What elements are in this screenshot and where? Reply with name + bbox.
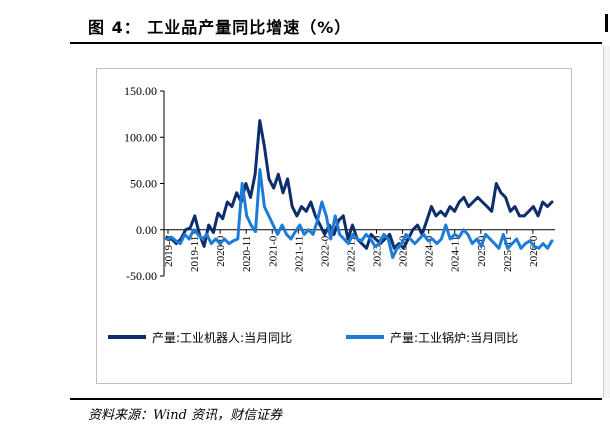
x-tick-label: 2020-11 xyxy=(241,236,253,272)
y-tick-label: 100.00 xyxy=(124,130,157,144)
x-tick-label: 2021-11 xyxy=(293,236,305,272)
x-tick-label: 2019-0 xyxy=(163,235,175,267)
source-note: 资料来源：Wind 资讯，财信证券 xyxy=(88,408,283,423)
y-tick-label: 150.00 xyxy=(124,84,157,98)
figure-title: 图 4： 工业品产量同比增速（%） xyxy=(88,18,352,37)
y-tick-label: -50.00 xyxy=(126,269,157,283)
y-tick-label: 0.00 xyxy=(136,223,157,237)
top-rule xyxy=(70,42,602,44)
chart-frame xyxy=(96,68,572,384)
right-edge-mark xyxy=(605,14,608,32)
legend-label-1: 产量:工业机器人:当月同比 xyxy=(152,331,292,345)
x-tick-label: 2024-0 xyxy=(424,235,436,267)
x-tick-label: 2024-11 xyxy=(450,236,462,272)
bottom-rule xyxy=(70,398,602,400)
chart-legend: 产量:工业机器人:当月同比 产量:工业锅炉:当月同比 xyxy=(108,330,518,345)
x-tick-label: 2022-0 xyxy=(319,235,331,267)
legend-label-2: 产量:工业锅炉:当月同比 xyxy=(390,330,518,345)
y-tick-label: 50.00 xyxy=(130,177,157,191)
right-edge-strip xyxy=(603,46,610,398)
x-tick-label: 2025-11 xyxy=(502,236,514,272)
y-axis-ticks: 150.00 100.00 50.00 0.00 -50.00 xyxy=(124,84,164,283)
x-tick-label: 2021-0 xyxy=(267,235,279,267)
series-line-1 xyxy=(165,119,554,250)
x-tick-label: 2019-11 xyxy=(189,236,201,272)
series-lines xyxy=(165,119,554,259)
series-line-2 xyxy=(165,168,554,259)
